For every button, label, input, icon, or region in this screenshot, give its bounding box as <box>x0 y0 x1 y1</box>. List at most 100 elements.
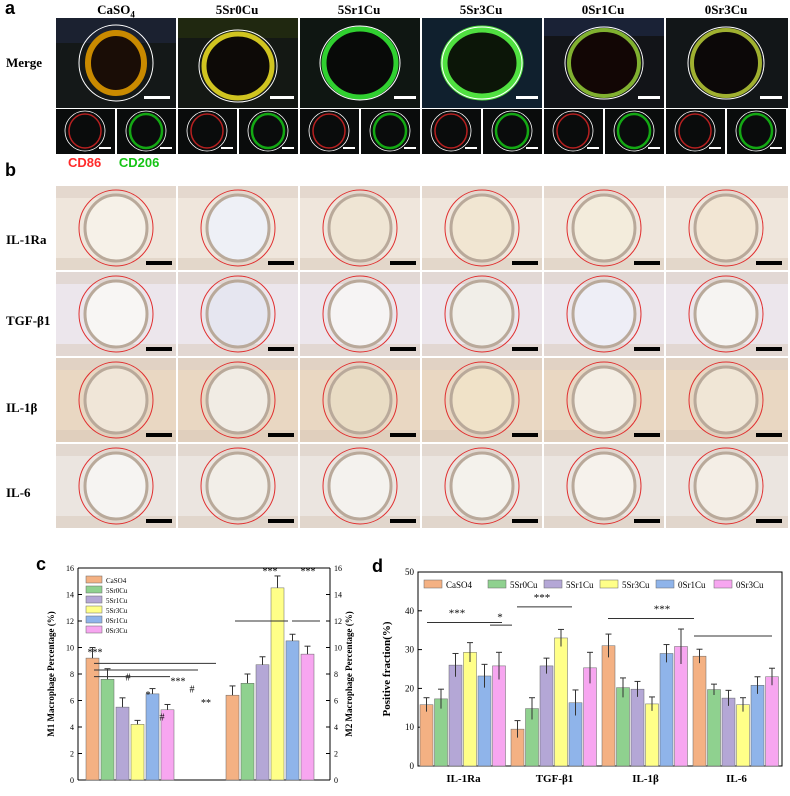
ihc-image-r3-c1 <box>178 444 298 528</box>
chart-c-ytick-label-right: 2 <box>334 750 338 759</box>
row-label-merge: Merge <box>6 55 43 70</box>
chart-c-ytick-label: 6 <box>70 697 74 706</box>
chart-d-category-label-2: IL-1β <box>632 773 659 785</box>
chart-d-bar-0Sr3Cu-0 <box>492 665 506 767</box>
chart-c-ytick-label-right: 8 <box>334 670 338 679</box>
cd86-thumbnail-3 <box>422 109 481 154</box>
column-label-caso4: CaSO4 <box>97 2 135 20</box>
chart-c-bar-5Sr3Cu-0 <box>130 724 145 781</box>
chart-c-ytick-label: 0 <box>70 776 74 785</box>
merge-image-5sr1cu <box>300 18 420 108</box>
chart-d-category-label-1: TGF-β1 <box>536 773 574 785</box>
ihc-image-r0-c3 <box>422 186 542 270</box>
ihc-image-r1-c2 <box>300 272 420 356</box>
column-label-5sr3cu: 5Sr3Cu <box>459 2 503 17</box>
chart-c-ytick-label-right: 16 <box>334 564 342 573</box>
column-label-0sr1cu: 0Sr1Cu <box>581 2 625 17</box>
column-label-0sr3cu: 0Sr3Cu <box>704 2 748 17</box>
chart-d-legend-label-1: 5Sr0Cu <box>510 580 538 590</box>
chart-c-annotation: # <box>160 712 165 723</box>
chart-c-legend-label-3: 5Sr3Cu <box>106 607 128 615</box>
chart-d-legend-label-3: 5Sr3Cu <box>622 580 650 590</box>
chart-d-bar-5Sr0Cu-0 <box>434 698 448 767</box>
ihc-image-r1-c4 <box>544 272 664 356</box>
ihc-image-r2-c3 <box>422 358 542 442</box>
ihc-image-r3-c4 <box>544 444 664 528</box>
cd206-thumbnail-2 <box>361 109 420 154</box>
chart-d-legend-label-5: 0Sr3Cu <box>736 580 764 590</box>
chart-d-legend-swatch-0 <box>423 579 443 589</box>
chart-d-category-label-0: IL-1Ra <box>446 773 481 785</box>
row-label-tgfb1: TGF-β1 <box>6 313 51 328</box>
chart-d-ytick-label: 10 <box>405 722 415 732</box>
ihc-image-r2-c5 <box>666 358 788 442</box>
cd86-thumbnail-1 <box>178 109 237 154</box>
panel-d-letter: d <box>372 556 383 576</box>
chart-d-ytick-label: 20 <box>405 683 415 693</box>
chart-c: 0 0 2 2 4 4 6 6 8 8 10 10 12 12 14 14 16 16 M1 Macrophage … <box>46 564 354 785</box>
chart-d-bar-5Sr1Cu-2 <box>630 688 645 767</box>
chart-d-ytick-label: 0 <box>410 761 415 771</box>
chart-d-bar-5Sr0Cu-2 <box>616 687 630 767</box>
cd206-thumbnail-4 <box>605 109 664 154</box>
panel-c-letter: c <box>36 554 47 574</box>
ihc-image-r0-c5 <box>666 186 788 270</box>
chart-c-ytick-label: 4 <box>70 723 74 732</box>
merge-image-5sr3cu <box>422 18 542 108</box>
cd86-thumbnail-4 <box>544 109 603 154</box>
row-label-il1b: IL-1β <box>6 400 38 415</box>
chart-d-legend-label-0: CaSO4 <box>446 580 473 590</box>
chart-d-bar-0Sr3Cu-3 <box>765 676 779 767</box>
chart-c-annotation: * <box>146 690 151 701</box>
ihc-image-r0-c1 <box>178 186 298 270</box>
merge-image-0sr1cu <box>544 18 664 108</box>
chart-c-annotation: *** <box>263 567 278 578</box>
chart-d-legend-label-2: 5Sr1Cu <box>566 580 594 590</box>
chart-d-annotation: *** <box>654 604 671 616</box>
chart-c-legend-swatch-2 <box>85 595 103 604</box>
chart-d: 0 10 20 30 40 50 Positive fraction(%) IL-1Ra TGF… <box>381 567 783 785</box>
chart-c-legend-swatch-1 <box>85 585 103 594</box>
chart-c-annotation: # <box>126 673 131 684</box>
chart-c-bar-0Sr1Cu-1 <box>285 640 300 781</box>
chart-c-bar-0Sr3Cu-1 <box>300 653 315 781</box>
cd206-thumbnail-0 <box>117 109 176 154</box>
chart-d-annotation: *** <box>534 592 551 604</box>
chart-d-legend-swatch-3 <box>599 579 619 589</box>
merge-image-5sr0cu <box>178 18 298 108</box>
chart-c-ytick-label: 12 <box>66 617 74 626</box>
chart-d-legend-swatch-1 <box>487 579 507 589</box>
chart-c-bar-0Sr3Cu-0 <box>160 709 175 781</box>
panel-a-letter: a <box>5 0 16 18</box>
chart-d-bar-5Sr1Cu-1 <box>539 665 554 767</box>
chart-c-ytick-label: 16 <box>66 564 74 573</box>
row-label-il6: IL-6 <box>6 485 31 500</box>
chart-c-bar-5Sr0Cu-0 <box>100 679 115 781</box>
chart-d-frame <box>417 571 783 767</box>
chart-d-ytick-label: 40 <box>405 606 415 616</box>
chart-c-ylabel-right: M2 Macrophage Percentage (%) <box>344 611 354 736</box>
chart-d-annotation: *** <box>449 608 466 620</box>
ihc-image-r2-c4 <box>544 358 664 442</box>
chart-c-annotation: *** <box>171 677 186 688</box>
chart-c-ytick-label-right: 0 <box>334 776 338 785</box>
chart-c-ytick-label-right: 14 <box>334 591 342 600</box>
column-label-5sr0cu: 5Sr0Cu <box>215 2 259 17</box>
chart-d-bar-0Sr1Cu-3 <box>750 685 765 767</box>
cd86-thumbnail-2 <box>300 109 359 154</box>
chart-c-bar-5Sr1Cu-1 <box>255 664 270 781</box>
ihc-image-r2-c2 <box>300 358 420 442</box>
chart-c-annotation: # <box>190 685 195 696</box>
chart-d-ytick-label: 30 <box>405 645 415 655</box>
chart-d-legend-label-4: 0Sr1Cu <box>678 580 706 590</box>
ihc-image-r0-c2 <box>300 186 420 270</box>
chart-d-bar-5Sr3Cu-0 <box>463 652 477 767</box>
panel-b-letter: b <box>5 160 16 180</box>
chart-c-legend-label-5: 0Sr3Cu <box>106 627 128 635</box>
chart-c-ytick-label: 2 <box>70 750 74 759</box>
ihc-image-r3-c2 <box>300 444 420 528</box>
chart-c-legend-swatch-3 <box>85 605 103 614</box>
chart-d-annotation: * <box>497 612 503 624</box>
chart-c-ytick-label: 10 <box>66 644 74 653</box>
chart-c-bar-5Sr0Cu-1 <box>240 683 255 781</box>
